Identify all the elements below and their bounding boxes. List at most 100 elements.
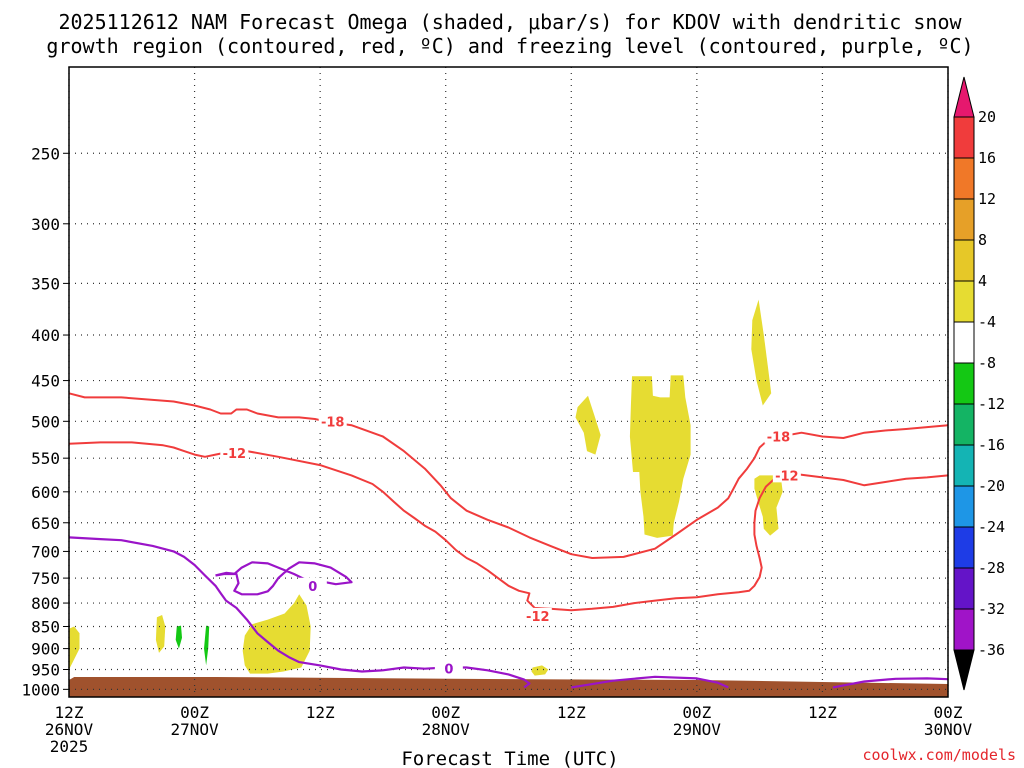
colorbar-label: -32 — [978, 600, 1005, 618]
plot-background — [69, 67, 948, 697]
omega-shaded-region — [531, 665, 549, 676]
contour-label-background — [523, 607, 552, 623]
colorbar-segment — [953, 444, 975, 487]
freezing-level-contour-line — [68, 536, 531, 689]
x-tick-label: 00Z — [431, 703, 460, 722]
x-tick-label: 27NOV — [170, 720, 219, 739]
y-tick-label: 500 — [31, 412, 60, 431]
colorbar-segment — [953, 321, 975, 364]
contour-label: -18 — [767, 430, 791, 445]
y-tick-label: 550 — [31, 449, 60, 468]
contour-label: -18 — [321, 415, 345, 430]
plot-frame — [68, 66, 949, 698]
omega-shaded-region — [204, 625, 210, 666]
omega-shaded-region — [155, 615, 166, 653]
x-tick-label: 30NOV — [924, 720, 973, 739]
y-axis-tick-labels: 250 300 350 400 450 500 550 600 650 700 750 800 850 9… — [21, 144, 69, 699]
contour-label-background — [434, 660, 463, 676]
contour-label: 0 — [308, 580, 317, 595]
x-axis-label: Forecast Time (UTC) — [401, 748, 618, 768]
colorbar-label: 20 — [978, 108, 996, 126]
x-tick-label: 00Z — [180, 703, 209, 722]
colorbar-segment — [953, 198, 975, 241]
freezing-level-contour-line — [832, 677, 949, 689]
colorbar-label: -20 — [978, 477, 1005, 495]
contour-label-background — [772, 467, 801, 483]
contour-label-background — [298, 577, 327, 593]
x-tick-label: 12Z — [55, 703, 84, 722]
colorbar-label: 8 — [978, 231, 987, 249]
contour-label: -12 — [526, 610, 550, 625]
colorbar-label: -16 — [978, 436, 1005, 454]
x-tick-label: 2025 — [50, 737, 89, 756]
omega-shaded-region — [69, 626, 80, 670]
x-tick-label: 12Z — [557, 703, 586, 722]
chart-title-line-2: growth region (contoured, red, ºC) and f… — [46, 34, 973, 58]
y-tick-label: 1000 — [21, 680, 60, 699]
omega-shaded-region — [629, 375, 691, 538]
contour-label-background — [318, 413, 347, 429]
x-tick-label: 12Z — [808, 703, 837, 722]
colorbar-label: 4 — [978, 272, 987, 290]
colorbar: 20 16 12 8 4 -4 -8 -12 -16 -20 -24 -28 -32 -36 — [953, 76, 1005, 691]
omega-shaded-region — [242, 594, 311, 674]
colorbar-label: -28 — [978, 559, 1005, 577]
omega-shaded-region — [751, 299, 772, 406]
y-tick-label: 350 — [31, 274, 60, 293]
grid-lines — [68, 67, 949, 697]
contour-label: 0 — [444, 662, 453, 677]
colorbar-segment — [953, 280, 975, 323]
colorbar-label: -24 — [978, 518, 1005, 536]
chart-title-line-1: 2025112612 NAM Forecast Omega (shaded, μ… — [58, 10, 962, 34]
y-tick-label: 650 — [31, 514, 60, 533]
ground-terrain — [69, 677, 948, 697]
y-tick-label: 700 — [31, 542, 60, 561]
x-tick-label: 00Z — [682, 703, 711, 722]
omega-shaded-region — [175, 625, 182, 649]
colorbar-label: -12 — [978, 395, 1005, 413]
contour-label: -12 — [223, 447, 247, 462]
y-tick-label: 400 — [31, 326, 60, 345]
x-tick-label: 29NOV — [673, 720, 722, 739]
plot-area — [69, 67, 948, 697]
y-tick-label: 300 — [31, 215, 60, 234]
colorbar-label: -8 — [978, 354, 996, 372]
ground-fill — [69, 677, 948, 697]
colorbar-segment — [953, 403, 975, 446]
x-tick-label: 26NOV — [45, 720, 94, 739]
contour-label: -12 — [775, 469, 799, 484]
colorbar-label: 16 — [978, 149, 996, 167]
omega-shaded-region — [754, 475, 783, 536]
y-tick-label: 850 — [31, 617, 60, 636]
y-tick-label: 750 — [31, 569, 60, 588]
freezing-level-contour-line — [571, 675, 729, 689]
y-tick-label: 800 — [31, 594, 60, 613]
x-tick-label: 00Z — [934, 703, 963, 722]
colorbar-segment — [953, 485, 975, 528]
freezing-level-contour-line — [215, 561, 353, 596]
colorbar-segment — [953, 526, 975, 569]
omega-shaded-region — [575, 395, 601, 455]
colorbar-segment — [953, 362, 975, 405]
colorbar-segment — [953, 567, 975, 610]
colorbar-label: -4 — [978, 313, 996, 331]
plot-border — [68, 66, 949, 698]
contour-label-background — [220, 445, 249, 461]
y-tick-label: 250 — [31, 144, 60, 163]
colorbar-segment — [953, 608, 975, 651]
colorbar-label: 12 — [978, 190, 996, 208]
colorbar-segment — [953, 239, 975, 282]
y-tick-label: 600 — [31, 483, 60, 502]
y-tick-label: 450 — [31, 372, 60, 391]
y-tick-label: 900 — [31, 640, 60, 659]
omega-shading-layer — [69, 299, 783, 676]
colorbar-top-arrow — [953, 76, 975, 118]
contour-labels: -18 -12 -12 -18 -12 0 0 — [220, 413, 801, 677]
x-tick-label: 28NOV — [422, 720, 471, 739]
x-tick-label: 12Z — [306, 703, 335, 722]
colorbar-segment — [953, 116, 975, 159]
colorbar-bottom-arrow — [953, 649, 975, 691]
credit-text: coolwx.com/models — [862, 746, 1016, 764]
